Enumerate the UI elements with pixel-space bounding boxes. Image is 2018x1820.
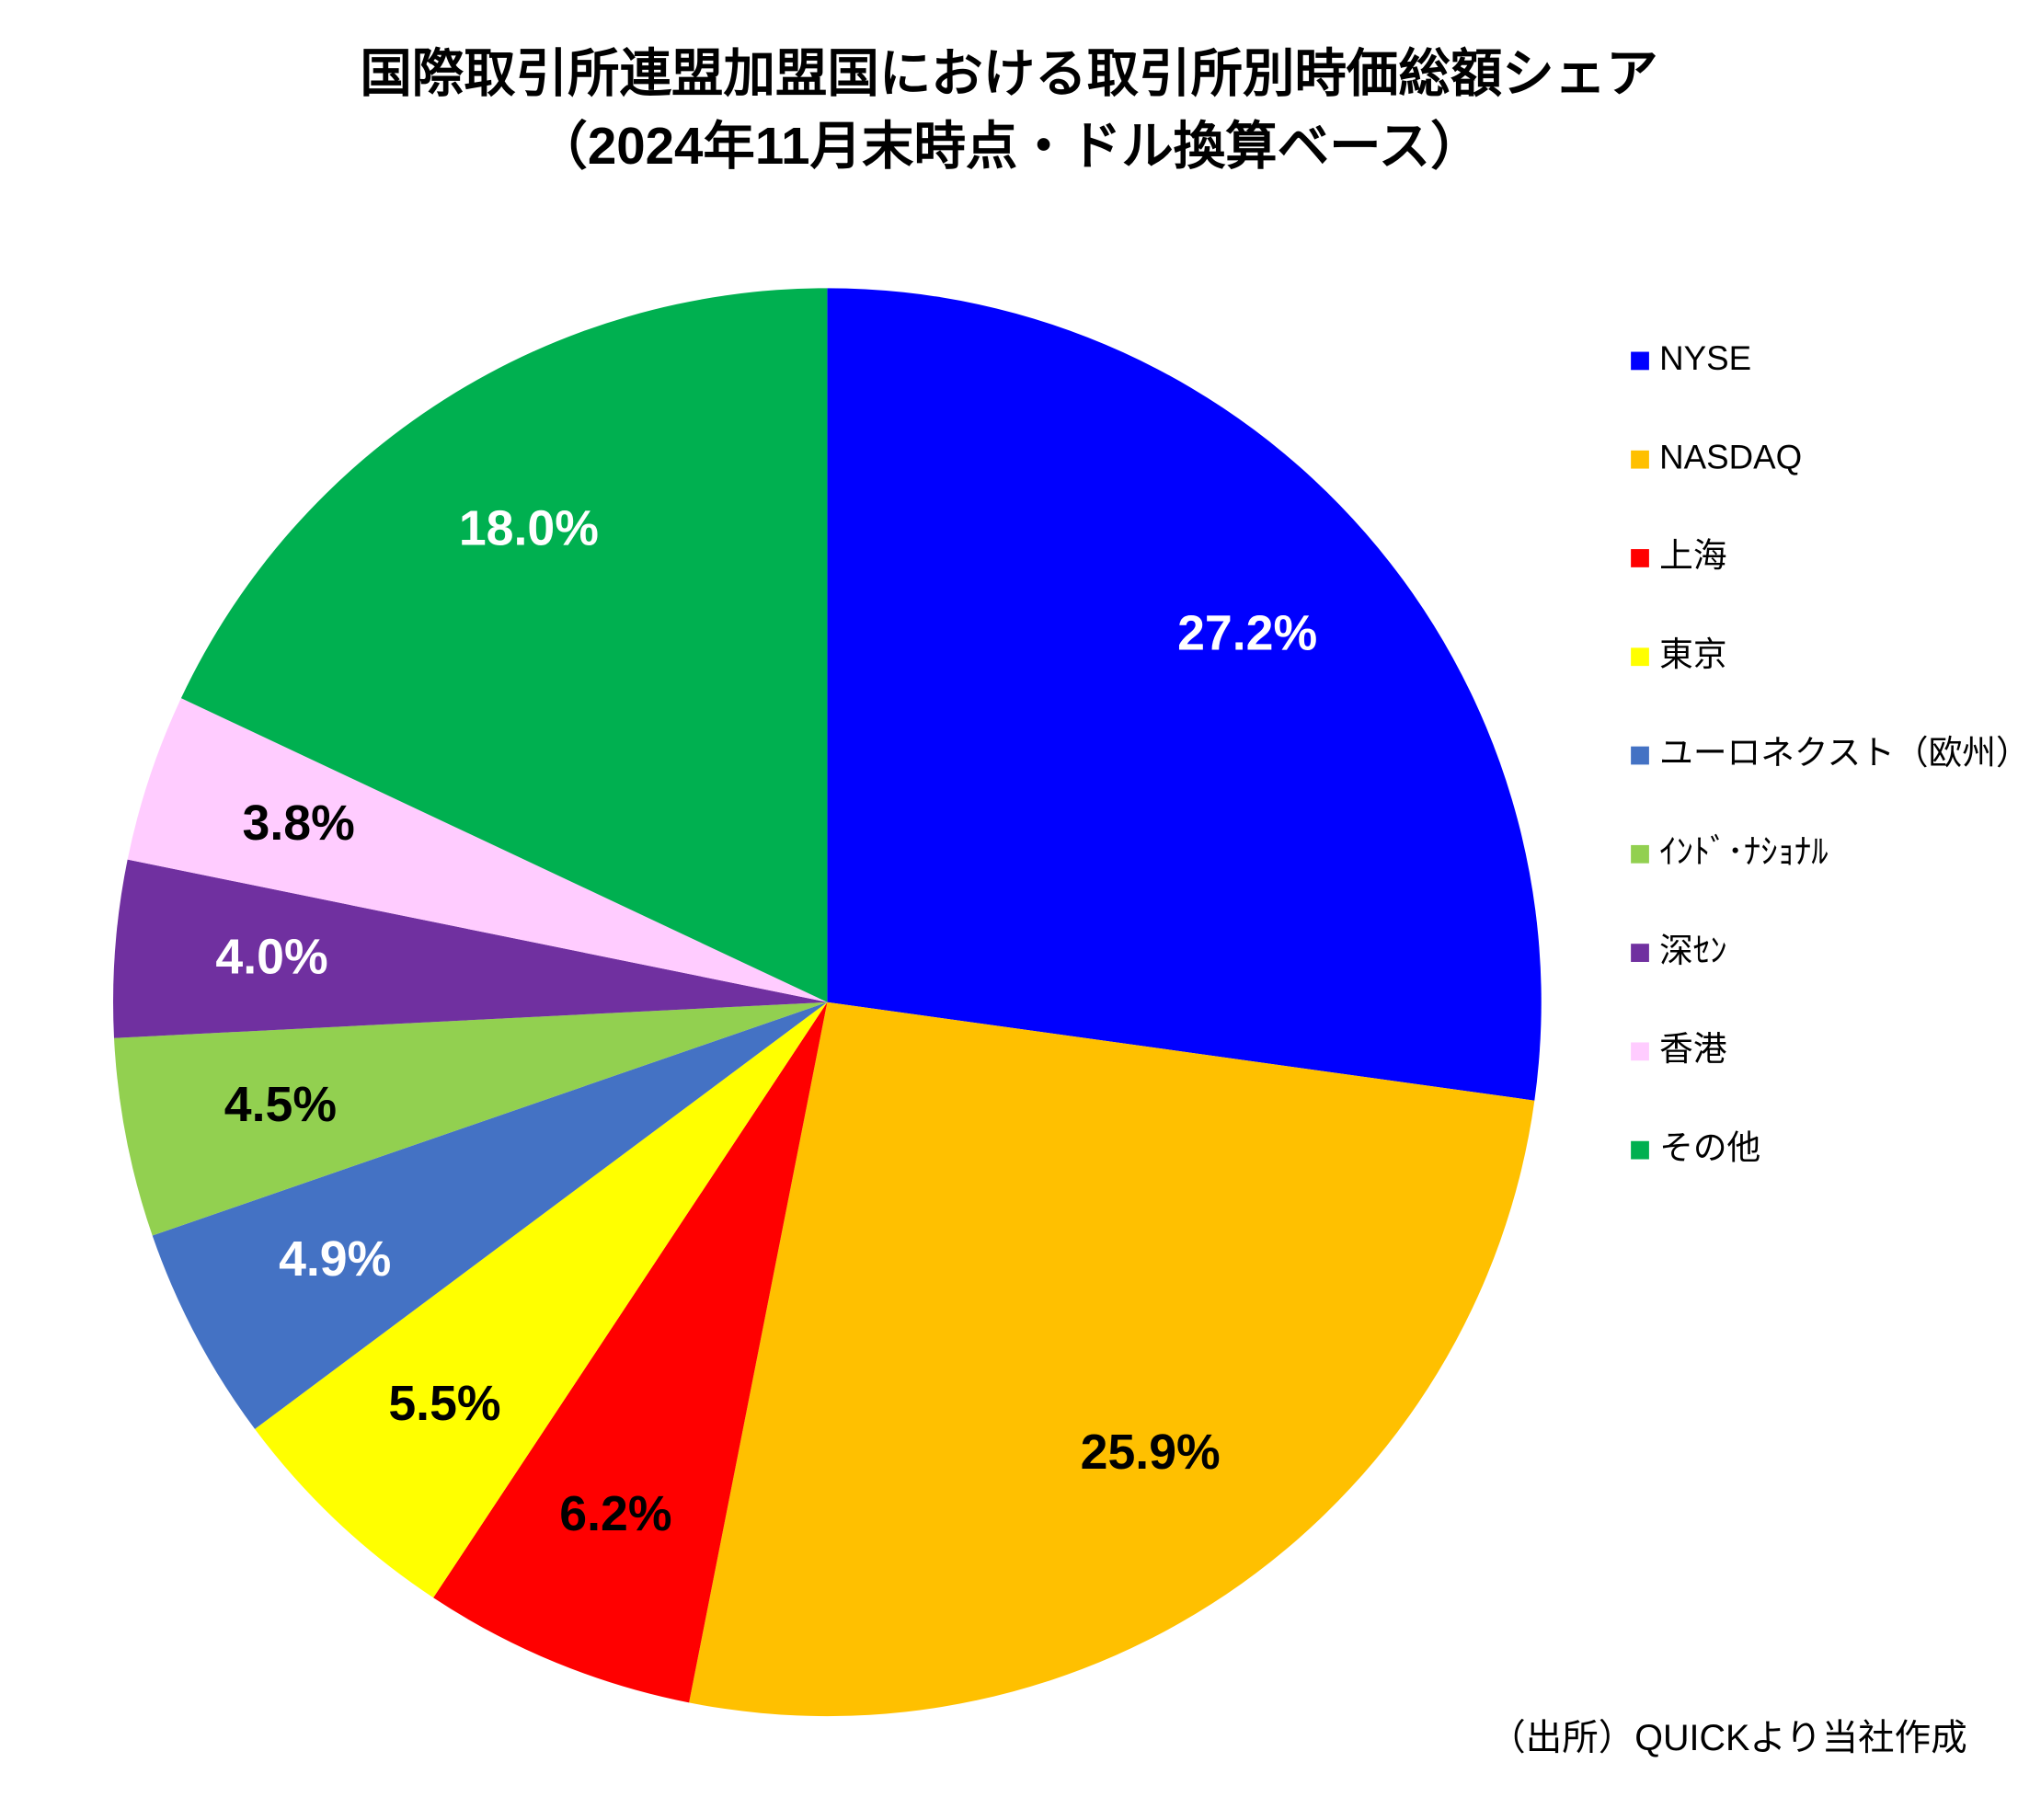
legend-swatch: [1631, 746, 1649, 765]
pie-slice: [127, 698, 828, 1002]
pie-slice: [113, 859, 828, 1038]
chart-title: 国際取引所連盟加盟国における取引所別時価総額シェア: [360, 44, 1657, 102]
legend-swatch: [1631, 450, 1649, 469]
legend-label: 東京: [1659, 635, 1726, 673]
value-label: 25.9%: [1081, 1425, 1221, 1480]
legend-label: 上海: [1659, 537, 1726, 575]
legend-swatch: [1631, 647, 1649, 667]
value-label: 18.0%: [459, 501, 599, 556]
value-label: 4.9%: [279, 1231, 391, 1287]
pie-slice: [180, 288, 828, 1002]
value-label: 6.2%: [559, 1486, 671, 1541]
legend-swatch: [1631, 944, 1649, 962]
legend-swatch: [1631, 549, 1649, 567]
pie-slice: [255, 1002, 828, 1598]
chart-subtitle: （2024年11月末時点・ドル換算ベース）: [535, 117, 1482, 175]
legend-swatch: [1631, 351, 1649, 371]
legend-swatch: [1631, 1140, 1649, 1160]
legend-swatch: [1631, 844, 1649, 864]
source-note: （出所）QUICKより当社作成: [1489, 1718, 1967, 1758]
legend-label: その他: [1659, 1128, 1760, 1166]
legend-label: ｲﾝﾄﾞ･ﾅｼｮﾅﾙ: [1659, 832, 1828, 870]
value-label: 27.2%: [1177, 605, 1317, 660]
pie-slice: [152, 1002, 828, 1429]
legend-swatch: [1631, 1042, 1649, 1061]
value-label: 4.5%: [224, 1077, 337, 1132]
value-label: 5.5%: [388, 1376, 500, 1431]
value-label: 3.8%: [243, 796, 355, 851]
legend-label: ユーロネクスト（欧州）: [1659, 734, 2018, 772]
legend-label: NASDAQ: [1659, 438, 1802, 475]
pie-slice: [433, 1002, 828, 1703]
value-label: 4.0%: [215, 929, 327, 984]
pie-slice: [114, 1002, 828, 1236]
legend-label: 香港: [1659, 1030, 1726, 1068]
legend-label: 深ｾﾝ: [1659, 932, 1726, 969]
pie-slice: [689, 1002, 1535, 1717]
legend-label: NYSE: [1659, 339, 1751, 377]
pie-slice: [827, 288, 1542, 1101]
